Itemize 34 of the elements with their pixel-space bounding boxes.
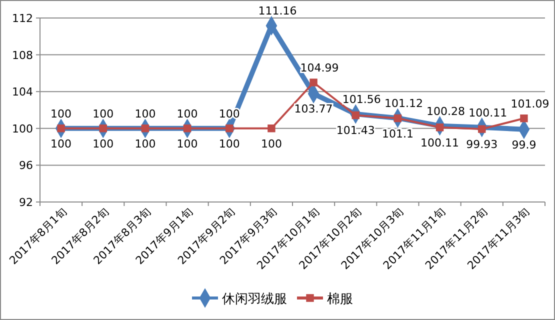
y-tick-label: 112 bbox=[12, 12, 33, 25]
data-label: 100 bbox=[92, 137, 114, 150]
data-label: 111.16 bbox=[258, 4, 297, 18]
y-tick-label: 108 bbox=[12, 48, 33, 62]
legend-label: 棉服 bbox=[327, 292, 353, 307]
data-label: 100 bbox=[176, 107, 198, 120]
point bbox=[310, 78, 318, 86]
y-tick-label: 92 bbox=[19, 196, 33, 209]
data-label: 100 bbox=[260, 137, 282, 150]
data-label: 104.99 bbox=[300, 61, 339, 74]
point bbox=[520, 114, 528, 122]
y-tick-label: 100 bbox=[12, 122, 33, 136]
data-label: 101.12 bbox=[384, 97, 423, 110]
data-label: 100.28 bbox=[426, 104, 466, 118]
data-label: 100.11 bbox=[468, 106, 508, 120]
data-label: 100.11 bbox=[420, 136, 460, 150]
data-label: 100 bbox=[50, 107, 72, 120]
data-label: 100 bbox=[134, 107, 156, 120]
data-label: 100 bbox=[92, 107, 114, 120]
data-label: 99.93 bbox=[466, 138, 498, 152]
legend-label: 休闲羽绒服 bbox=[222, 292, 287, 307]
data-label: 103.77 bbox=[294, 102, 333, 116]
y-tick-label: 96 bbox=[19, 159, 33, 172]
data-label: 100 bbox=[50, 137, 72, 150]
data-label: 101.09 bbox=[510, 97, 550, 110]
point bbox=[268, 124, 276, 132]
data-label: 99.9 bbox=[512, 138, 536, 152]
data-label: 101.43 bbox=[336, 124, 375, 138]
data-label: 100 bbox=[218, 137, 240, 150]
data-label: 100 bbox=[134, 137, 156, 150]
data-label: 100 bbox=[176, 137, 198, 150]
data-label: 101.56 bbox=[342, 93, 381, 106]
y-tick-label: 104 bbox=[12, 86, 33, 99]
data-label: 101.1 bbox=[382, 127, 414, 140]
